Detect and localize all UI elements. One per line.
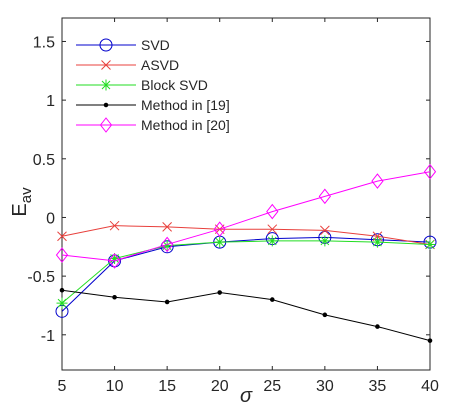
legend: SVD ASVD Block SVD Method in [19] Method in …	[70, 30, 248, 140]
legend-label: Method in [19]	[141, 97, 230, 113]
legend-label: Method in [20]	[141, 117, 230, 133]
data-point	[56, 297, 68, 309]
data-point	[59, 287, 65, 293]
data-point	[213, 221, 226, 238]
data-point	[55, 247, 69, 263]
legend-marker	[99, 38, 113, 52]
y-tick-label: 1	[46, 93, 55, 110]
data-point	[371, 236, 383, 248]
y-tick-label: -0.5	[27, 269, 55, 286]
legend-marker	[103, 102, 109, 108]
y-tick-label: 0.5	[33, 152, 55, 169]
x-tick-label: 20	[211, 378, 229, 395]
y-axis-label-subscript: av	[18, 187, 35, 203]
legend-entry: Method in [19]	[76, 97, 230, 113]
data-point	[266, 235, 278, 247]
data-point	[214, 236, 226, 248]
data-point	[161, 240, 173, 252]
data-point	[162, 221, 172, 232]
series-layer	[55, 163, 437, 343]
x-axis-label: σ	[240, 385, 253, 405]
data-point	[424, 238, 436, 250]
legend-entry: Method in [20]	[76, 117, 230, 133]
data-point	[318, 188, 331, 205]
legend-label: Block SVD	[141, 77, 208, 93]
x-tick-label: 40	[421, 378, 439, 395]
y-axis-label: Eav	[9, 187, 35, 217]
data-point	[267, 224, 278, 235]
x-tick-label: 30	[316, 378, 334, 395]
x-tick-label: 35	[369, 378, 387, 395]
series-line	[61, 171, 431, 262]
series-line	[61, 289, 431, 342]
x-axis-ticks: 5 10 15 20 25 30 35 40	[58, 18, 439, 395]
y-axis-label-text: Eav	[9, 187, 35, 217]
y-tick-label: -1	[41, 328, 55, 345]
x-tick-label: 5	[58, 378, 67, 395]
data-point	[109, 220, 120, 231]
y-axis-label-main: E	[9, 203, 31, 216]
legend-marker	[100, 79, 112, 91]
data-point	[320, 225, 330, 236]
legend-marker	[101, 60, 111, 70]
data-point	[423, 163, 437, 180]
data-point	[164, 299, 170, 305]
data-point	[161, 236, 174, 253]
y-tick-label: 0	[46, 210, 55, 227]
series-line	[61, 225, 431, 245]
y-axis-ticks: -1 -0.5 0 0.5 1 1.5	[27, 34, 430, 345]
y-tick-label: 1.5	[33, 34, 55, 51]
data-point	[319, 235, 331, 247]
x-tick-label: 25	[263, 378, 281, 395]
series-asvd	[57, 220, 435, 250]
series-method-in-19	[59, 287, 433, 343]
legend-entry: ASVD	[76, 57, 179, 73]
data-point	[427, 338, 433, 343]
data-point	[109, 253, 121, 265]
series-block-svd	[56, 235, 436, 309]
x-tick-label: 15	[158, 378, 176, 395]
data-point	[57, 231, 67, 242]
data-point	[217, 290, 223, 295]
data-point	[112, 294, 117, 300]
x-tick-label: 10	[106, 378, 124, 395]
series-line	[61, 240, 431, 304]
data-point	[266, 203, 279, 220]
data-point	[322, 312, 328, 318]
data-point	[108, 253, 121, 269]
legend-marker	[99, 117, 113, 133]
data-point	[375, 324, 380, 329]
data-point	[371, 173, 384, 189]
data-point	[269, 297, 275, 302]
legend-label: ASVD	[141, 57, 179, 73]
series-method-in-20	[55, 163, 437, 269]
legend-label: SVD	[141, 37, 170, 53]
legend-entry: SVD	[76, 37, 170, 53]
legend-entry: Block SVD	[76, 77, 208, 93]
